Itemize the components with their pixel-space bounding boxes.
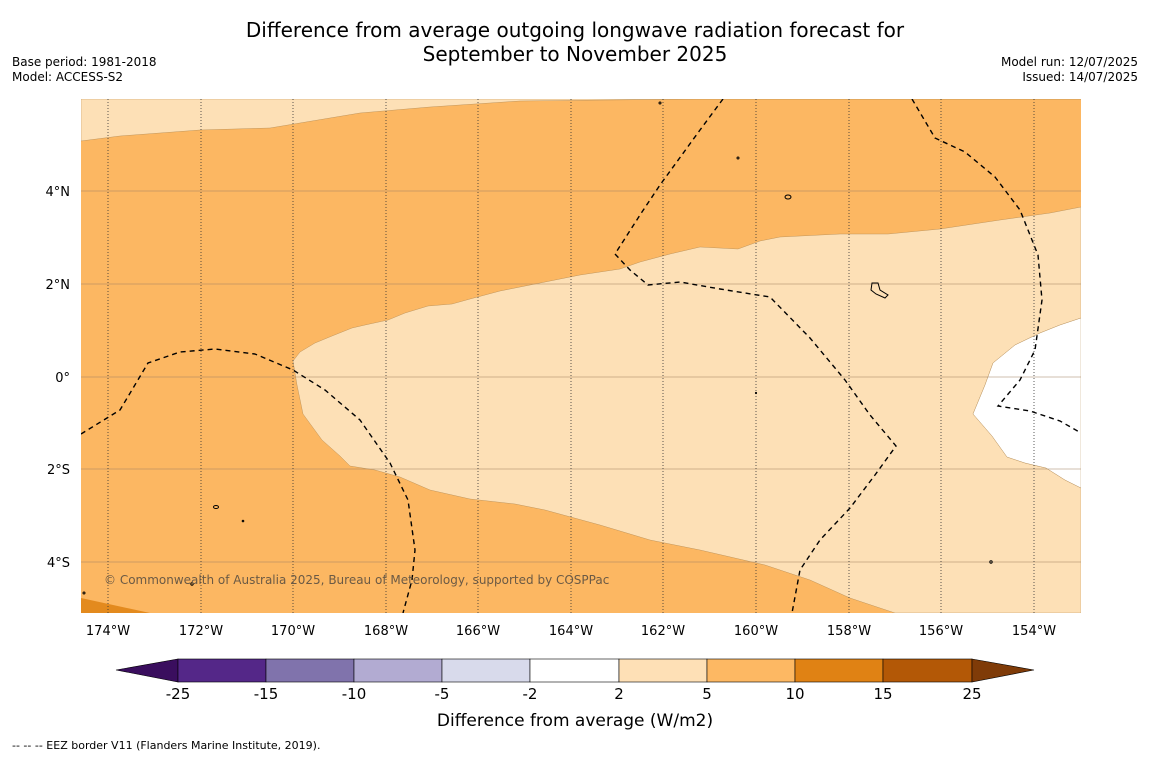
colorbar-tick: -2 — [523, 685, 538, 703]
colorbar-segment-under — [115, 658, 179, 683]
lon-label-160w: 160°W — [734, 624, 778, 639]
lat-label-4s: 4°S — [47, 556, 70, 571]
colorbar-segment-over — [971, 658, 1035, 683]
eez-borders — [81, 99, 1081, 613]
colorbar-tick: 10 — [785, 685, 804, 703]
colorbar-label: Difference from average (W/m2) — [437, 711, 713, 731]
longitude-labels: 174°W 172°W 170°W 168°W 166°W 164°W 162°… — [86, 624, 1056, 639]
islands — [82, 101, 993, 595]
lon-label-164w: 164°W — [549, 624, 593, 639]
lon-label-168w: 168°W — [364, 624, 408, 639]
copyright-text: © Commonwealth of Australia 2025, Bureau… — [104, 573, 609, 587]
colorbar-tick: 5 — [702, 685, 712, 703]
colorbar — [115, 658, 1035, 683]
colorbar-tick: -15 — [254, 685, 279, 703]
colorbar-tick: 25 — [962, 685, 981, 703]
colorbar-tick: -25 — [166, 685, 191, 703]
colorbar-segment-6 — [618, 658, 708, 683]
lat-label-0: 0° — [55, 371, 70, 386]
meta-left: Base period: 1981-2018 Model: ACCESS-S2 — [12, 55, 157, 85]
colorbar-tick: 15 — [873, 685, 892, 703]
base-period-label: Base period: 1981-2018 — [12, 55, 157, 69]
lon-label-174w: 174°W — [86, 624, 130, 639]
eez-footnote: -- -- -- EEZ border V11 (Flanders Marine… — [12, 739, 321, 752]
lon-label-166w: 166°W — [456, 624, 500, 639]
lon-label-172w: 172°W — [179, 624, 223, 639]
colorbar-segment-3 — [353, 658, 443, 683]
issued-label: Issued: 14/07/2025 — [1022, 70, 1138, 84]
colorbar-segment-7 — [706, 658, 796, 683]
colorbar-segment-1 — [177, 658, 267, 683]
title-line-2: September to November 2025 — [422, 42, 728, 66]
anomaly-region-2-5-north — [81, 99, 1081, 142]
anomaly-region-10-15 — [81, 598, 150, 613]
colorbar-tick: 2 — [614, 685, 624, 703]
lon-label-154w: 154°W — [1012, 624, 1056, 639]
colorbar-segment-5 — [529, 658, 620, 683]
model-run-label: Model run: 12/07/2025 — [1000, 55, 1138, 69]
map-area — [81, 99, 1081, 613]
colorbar-segment-9 — [882, 658, 973, 683]
title-line-1: Difference from average outgoing longwav… — [245, 18, 905, 42]
meta-right: Model run: 12/07/2025 Issued: 14/07/2025 — [1001, 55, 1138, 85]
anomaly-region-near-zero — [972, 317, 1081, 489]
colorbar-segment-8 — [794, 658, 884, 683]
lat-label-2n: 2°N — [46, 278, 71, 293]
lon-label-156w: 156°W — [919, 624, 963, 639]
colorbar-tick: -5 — [435, 685, 450, 703]
model-label: Model: ACCESS-S2 — [12, 70, 124, 84]
lon-label-170w: 170°W — [271, 624, 315, 639]
latitude-labels: 4°N 2°N 0° 2°S 4°S — [46, 185, 71, 571]
latitude-gridlines — [81, 190, 1081, 563]
lon-label-158w: 158°W — [827, 624, 871, 639]
chart-title: Difference from average outgoing longwav… — [0, 18, 1150, 66]
colorbar-segment-2 — [265, 658, 355, 683]
colorbar-ticks: -25 -15 -10 -5 -2 2 5 10 15 25 — [166, 685, 982, 703]
colorbar-segment-4 — [441, 658, 531, 683]
colorbar-tick: -10 — [342, 685, 367, 703]
lon-label-162w: 162°W — [641, 624, 685, 639]
lat-label-2s: 2°S — [47, 463, 70, 478]
lat-label-4n: 4°N — [46, 185, 71, 200]
